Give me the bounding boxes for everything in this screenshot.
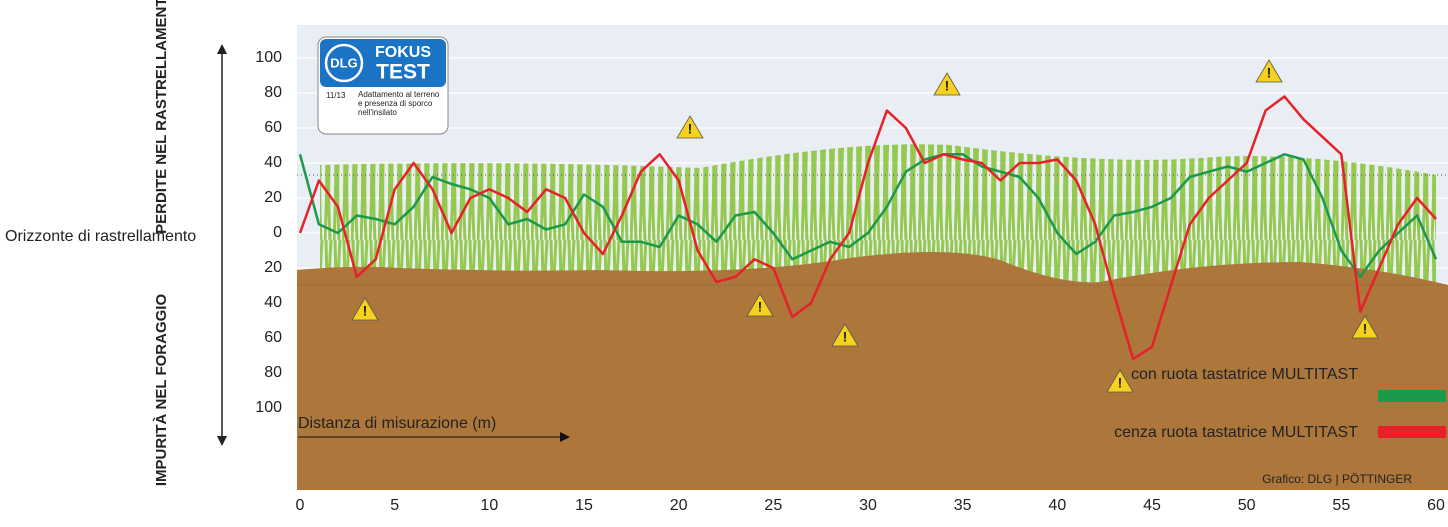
y-tick-label: 20 [264, 259, 282, 276]
legend-swatch [1378, 426, 1446, 438]
x-tick-label: 50 [1238, 497, 1256, 514]
x-tick-label: 45 [1143, 497, 1161, 514]
legend-label: con ruota tastatrice MULTITAST [1098, 365, 1358, 385]
warning-mark: ! [1363, 321, 1368, 337]
y-tick-label: 60 [264, 329, 282, 346]
zero-label: Orizzonte di rastrellamento [5, 228, 196, 245]
page: PERDITE NEL RASTRELLAMENTO IMPURITÀ NEL … [0, 0, 1448, 522]
warning-mark: ! [1267, 65, 1272, 81]
chart: PERDITE NEL RASTRELLAMENTO IMPURITÀ NEL … [0, 0, 1448, 522]
y-tick-label: 0 [273, 224, 282, 241]
x-tick-label: 5 [390, 497, 399, 514]
logo-line2: TEST [376, 61, 430, 84]
x-axis-label: Distanza di misurazione (m) [298, 415, 496, 432]
y-tick-label: 80 [264, 84, 282, 101]
x-tick-label: 15 [575, 497, 593, 514]
x-tick-label: 30 [859, 497, 877, 514]
x-tick-label: 55 [1332, 497, 1350, 514]
x-tick-label: 35 [954, 497, 972, 514]
warning-mark: ! [945, 78, 950, 94]
x-tick-label: 25 [764, 497, 782, 514]
legend-swatch [1378, 390, 1446, 402]
credit: Grafico: DLG | PÖTTINGER [1262, 472, 1412, 486]
y-tick-label: 40 [264, 294, 282, 311]
y-tick-label: 100 [255, 49, 282, 66]
logo-line1: FOKUS [375, 44, 431, 61]
logo-number: 11/13 [326, 91, 346, 100]
legend-label: cenza ruota tastatrice MULTITAST [1018, 423, 1358, 443]
logo: DLG FOKUS TEST 11/13 [318, 37, 448, 134]
y-tick-label: 80 [264, 364, 282, 381]
x-tick-label: 20 [670, 497, 688, 514]
x-tick-label: 10 [480, 497, 498, 514]
y-axis-label: IMPURITÀ NEL FORAGGIO [153, 294, 170, 487]
warning-mark: ! [688, 121, 693, 137]
x-tick-label: 60 [1427, 497, 1445, 514]
y-axis-label: PERDITE NEL RASTRELLAMENTO [153, 0, 170, 234]
y-tick-label: 40 [264, 154, 282, 171]
y-tick-label: 20 [264, 189, 282, 206]
logo-text: Adattamento al terreno e presenza di spo… [358, 90, 446, 117]
warning-mark: ! [758, 299, 763, 315]
x-tick-label: 0 [296, 497, 305, 514]
x-tick-label: 40 [1048, 497, 1066, 514]
logo-brand: DLG [330, 55, 357, 70]
y-tick-label: 100 [255, 399, 282, 416]
y-tick-label: 60 [264, 119, 282, 136]
warning-mark: ! [843, 329, 848, 345]
warning-mark: ! [363, 303, 368, 319]
